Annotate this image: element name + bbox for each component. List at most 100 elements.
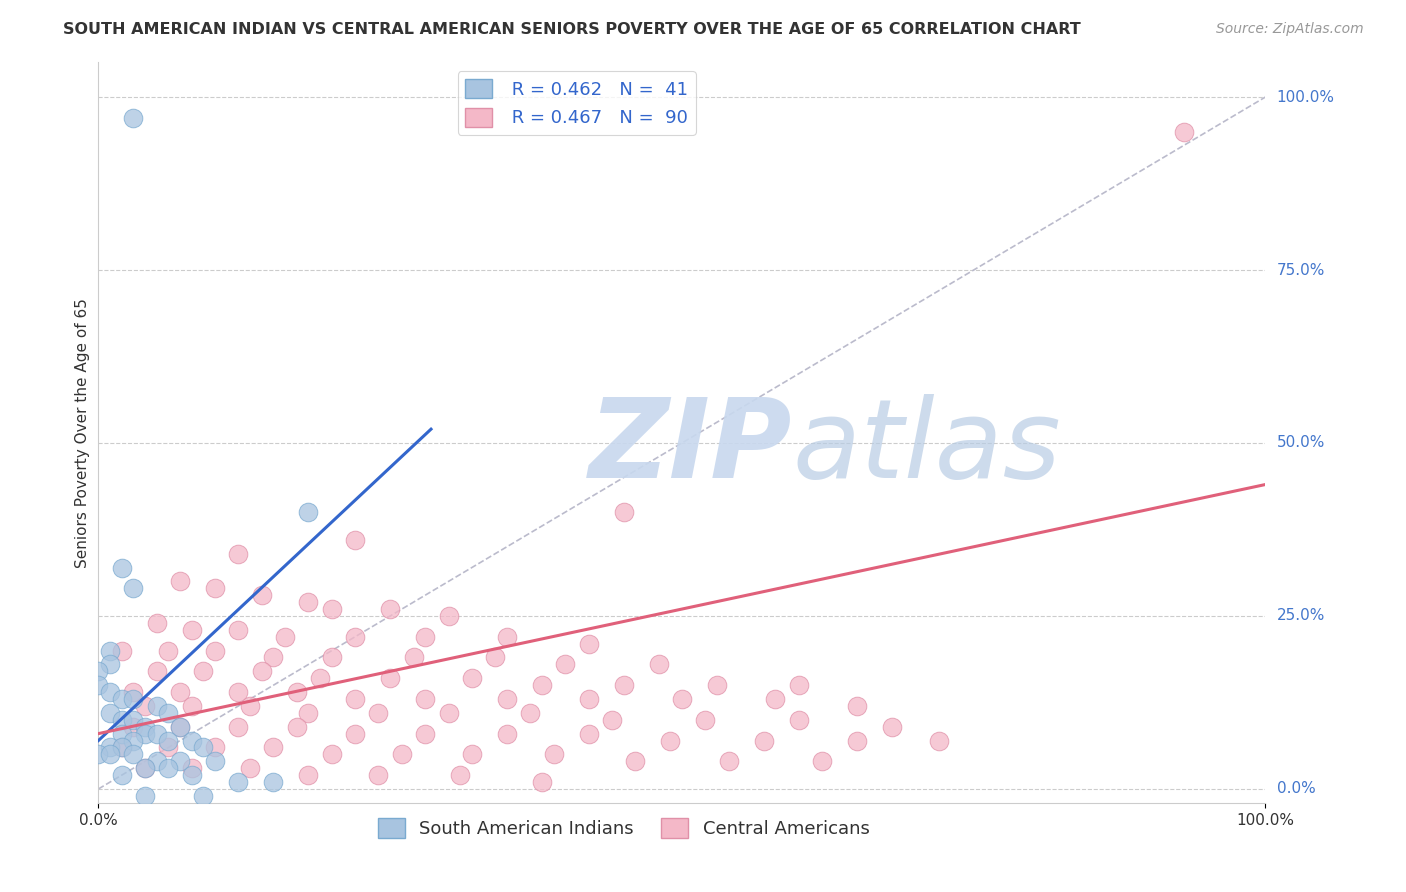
Point bbox=[157, 761, 180, 775]
Point bbox=[193, 789, 215, 803]
Text: 50.0%: 50.0% bbox=[1277, 435, 1324, 450]
Point bbox=[180, 733, 202, 747]
Point bbox=[193, 665, 215, 679]
Point bbox=[391, 747, 413, 762]
Point bbox=[98, 747, 121, 762]
Point bbox=[496, 692, 519, 706]
Point bbox=[146, 615, 169, 630]
Point bbox=[169, 720, 191, 734]
Point bbox=[204, 582, 226, 596]
Point bbox=[554, 657, 576, 672]
Point bbox=[169, 754, 191, 768]
Text: ZIP: ZIP bbox=[589, 394, 792, 501]
Point bbox=[578, 692, 600, 706]
Point bbox=[250, 665, 273, 679]
Point bbox=[461, 671, 484, 685]
Point bbox=[122, 582, 145, 596]
Point bbox=[169, 720, 191, 734]
Point bbox=[321, 650, 343, 665]
Point bbox=[578, 726, 600, 740]
Point bbox=[763, 692, 786, 706]
Point bbox=[239, 698, 262, 713]
Point bbox=[228, 623, 250, 637]
Point bbox=[122, 720, 145, 734]
Point bbox=[297, 505, 319, 519]
Point bbox=[228, 547, 250, 561]
Point bbox=[846, 698, 869, 713]
Point bbox=[122, 685, 145, 699]
Point bbox=[297, 706, 319, 720]
Legend: South American Indians, Central Americans: South American Indians, Central American… bbox=[371, 811, 876, 846]
Point bbox=[98, 657, 121, 672]
Point bbox=[578, 637, 600, 651]
Point bbox=[461, 747, 484, 762]
Point bbox=[811, 754, 834, 768]
Point bbox=[321, 602, 343, 616]
Point bbox=[787, 678, 810, 692]
Point bbox=[519, 706, 541, 720]
Point bbox=[274, 630, 297, 644]
Point bbox=[146, 698, 169, 713]
Point bbox=[787, 713, 810, 727]
Point bbox=[717, 754, 740, 768]
Point bbox=[180, 698, 202, 713]
Point bbox=[146, 754, 169, 768]
Point bbox=[193, 740, 215, 755]
Point bbox=[846, 733, 869, 747]
Point bbox=[122, 733, 145, 747]
Point bbox=[146, 726, 169, 740]
Point bbox=[228, 685, 250, 699]
Point bbox=[180, 768, 202, 782]
Point bbox=[613, 678, 636, 692]
Point bbox=[87, 747, 110, 762]
Point bbox=[624, 754, 647, 768]
Point bbox=[98, 685, 121, 699]
Point bbox=[413, 692, 436, 706]
Point bbox=[484, 650, 506, 665]
Point bbox=[98, 740, 121, 755]
Point bbox=[262, 740, 284, 755]
Text: atlas: atlas bbox=[793, 394, 1062, 501]
Point bbox=[134, 720, 156, 734]
Point bbox=[250, 588, 273, 602]
Point bbox=[367, 706, 389, 720]
Point bbox=[613, 505, 636, 519]
Point bbox=[157, 706, 180, 720]
Point bbox=[437, 706, 460, 720]
Point bbox=[297, 595, 319, 609]
Point bbox=[134, 761, 156, 775]
Point bbox=[169, 574, 191, 589]
Point bbox=[111, 740, 134, 755]
Point bbox=[262, 650, 284, 665]
Point bbox=[111, 768, 134, 782]
Point bbox=[600, 713, 623, 727]
Point bbox=[204, 754, 226, 768]
Point bbox=[695, 713, 717, 727]
Point bbox=[413, 726, 436, 740]
Point bbox=[134, 789, 156, 803]
Point bbox=[437, 609, 460, 624]
Point bbox=[122, 111, 145, 125]
Point bbox=[647, 657, 669, 672]
Point bbox=[530, 775, 553, 789]
Point bbox=[111, 560, 134, 574]
Point bbox=[111, 713, 134, 727]
Text: 25.0%: 25.0% bbox=[1277, 608, 1324, 624]
Point bbox=[530, 678, 553, 692]
Point bbox=[111, 643, 134, 657]
Text: Source: ZipAtlas.com: Source: ZipAtlas.com bbox=[1216, 22, 1364, 37]
Point bbox=[157, 740, 180, 755]
Point bbox=[659, 733, 682, 747]
Point bbox=[380, 671, 402, 685]
Point bbox=[111, 740, 134, 755]
Point bbox=[157, 733, 180, 747]
Point bbox=[496, 630, 519, 644]
Point bbox=[204, 740, 226, 755]
Point bbox=[157, 643, 180, 657]
Point bbox=[146, 665, 169, 679]
Point bbox=[122, 713, 145, 727]
Point bbox=[111, 692, 134, 706]
Point bbox=[880, 720, 903, 734]
Point bbox=[204, 643, 226, 657]
Point bbox=[344, 726, 367, 740]
